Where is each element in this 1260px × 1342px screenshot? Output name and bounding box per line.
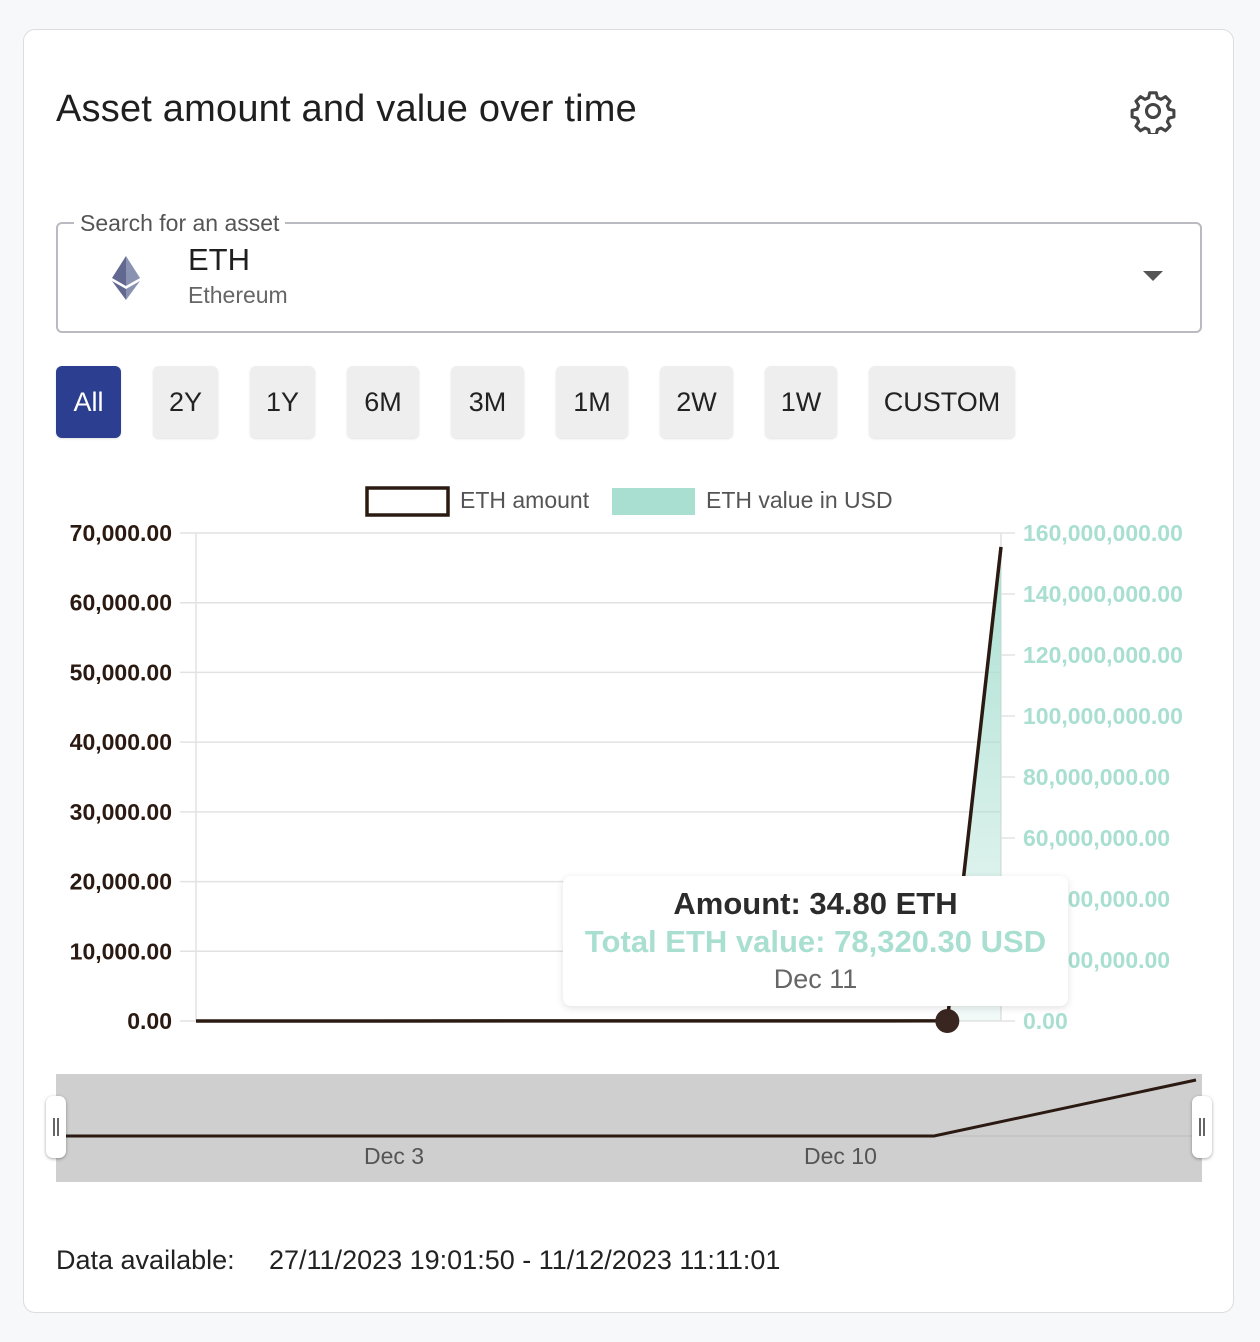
y-right-tick-label: 100,000,000.00 (1023, 703, 1183, 729)
highlight-point (935, 1009, 960, 1033)
data-available-label: Data available: (56, 1245, 235, 1275)
asset-symbol: ETH (188, 242, 250, 277)
tooltip-amount: Amount: 34.80 ETH (673, 886, 958, 921)
data-available-range: 27/11/2023 19:01:50 - 11/12/2023 11:11:0… (269, 1245, 781, 1275)
asset-select[interactable] (56, 222, 1202, 333)
y-left-tick-label: 30,000.00 (70, 799, 172, 825)
y-left-tick-label: 60,000.00 (70, 590, 172, 616)
navigator-label-dec10: Dec 10 (804, 1143, 877, 1169)
gear-icon[interactable] (1130, 88, 1176, 134)
legend-label-eth-amount: ETH amount (460, 487, 590, 513)
y-left-tick-label: 0.00 (127, 1008, 172, 1034)
range-2w-button[interactable]: 2W (660, 366, 733, 438)
tooltip-date: Dec 11 (773, 964, 858, 994)
legend-swatch-eth-amount (365, 486, 450, 517)
chevron-down-icon[interactable] (1143, 271, 1163, 281)
range-1m-button[interactable]: 1M (556, 366, 628, 438)
navigator-label-dec3: Dec 3 (364, 1143, 425, 1169)
y-left-tick-label: 40,000.00 (70, 729, 172, 755)
navigator-series-line (56, 1078, 1197, 1138)
y-right-tick-label: 140,000,000.00 (1023, 581, 1183, 607)
y-right-tick-label: 120,000,000.00 (1023, 642, 1183, 668)
y-left-tick-label: 10,000.00 (70, 938, 172, 964)
range-all-button[interactable]: All (56, 366, 121, 438)
chart-tooltip: Amount: 34.80 ETH Total ETH value: 78,32… (563, 876, 1068, 1006)
y-right-tick-label: 160,000,000.00 (1023, 520, 1183, 546)
y-left-tick-label: 20,000.00 (70, 869, 172, 895)
range-6m-button[interactable]: 6M (347, 366, 419, 438)
range-1y-button[interactable]: 1Y (250, 366, 315, 438)
navigator-right-handle[interactable] (1192, 1096, 1212, 1158)
page-title: Asset amount and value over time (56, 88, 637, 130)
legend-label-eth-value: ETH value in USD (706, 487, 893, 513)
navigator-left-handle[interactable] (46, 1096, 66, 1158)
asset-select-label: Search for an asset (74, 210, 286, 237)
navigator-series (56, 1078, 1202, 1138)
y-right-tick-label: 80,000,000.00 (1023, 764, 1170, 790)
range-custom-button[interactable]: CUSTOM (869, 366, 1015, 438)
asset-chart[interactable]: 70,000.00 60,000.00 50,000.00 40,000.00 30,0… (0, 470, 1260, 1050)
legend-swatch-eth-value (612, 488, 695, 515)
y-right-tick-label: 0.00 (1023, 1008, 1068, 1034)
range-3m-button[interactable]: 3M (451, 366, 524, 438)
range-navigator[interactable] (56, 1074, 1202, 1182)
asset-name: Ethereum (188, 282, 288, 308)
tooltip-value: Total ETH value: 78,320.30 USD (584, 924, 1047, 959)
range-2y-button[interactable]: 2Y (153, 366, 218, 438)
ethereum-logo-icon (112, 256, 140, 300)
y-left-tick-label: 70,000.00 (70, 520, 172, 546)
y-left-tick-label: 50,000.00 (70, 659, 172, 685)
range-1w-button[interactable]: 1W (765, 366, 837, 438)
y-right-tick-label: 60,000,000.00 (1023, 825, 1170, 851)
